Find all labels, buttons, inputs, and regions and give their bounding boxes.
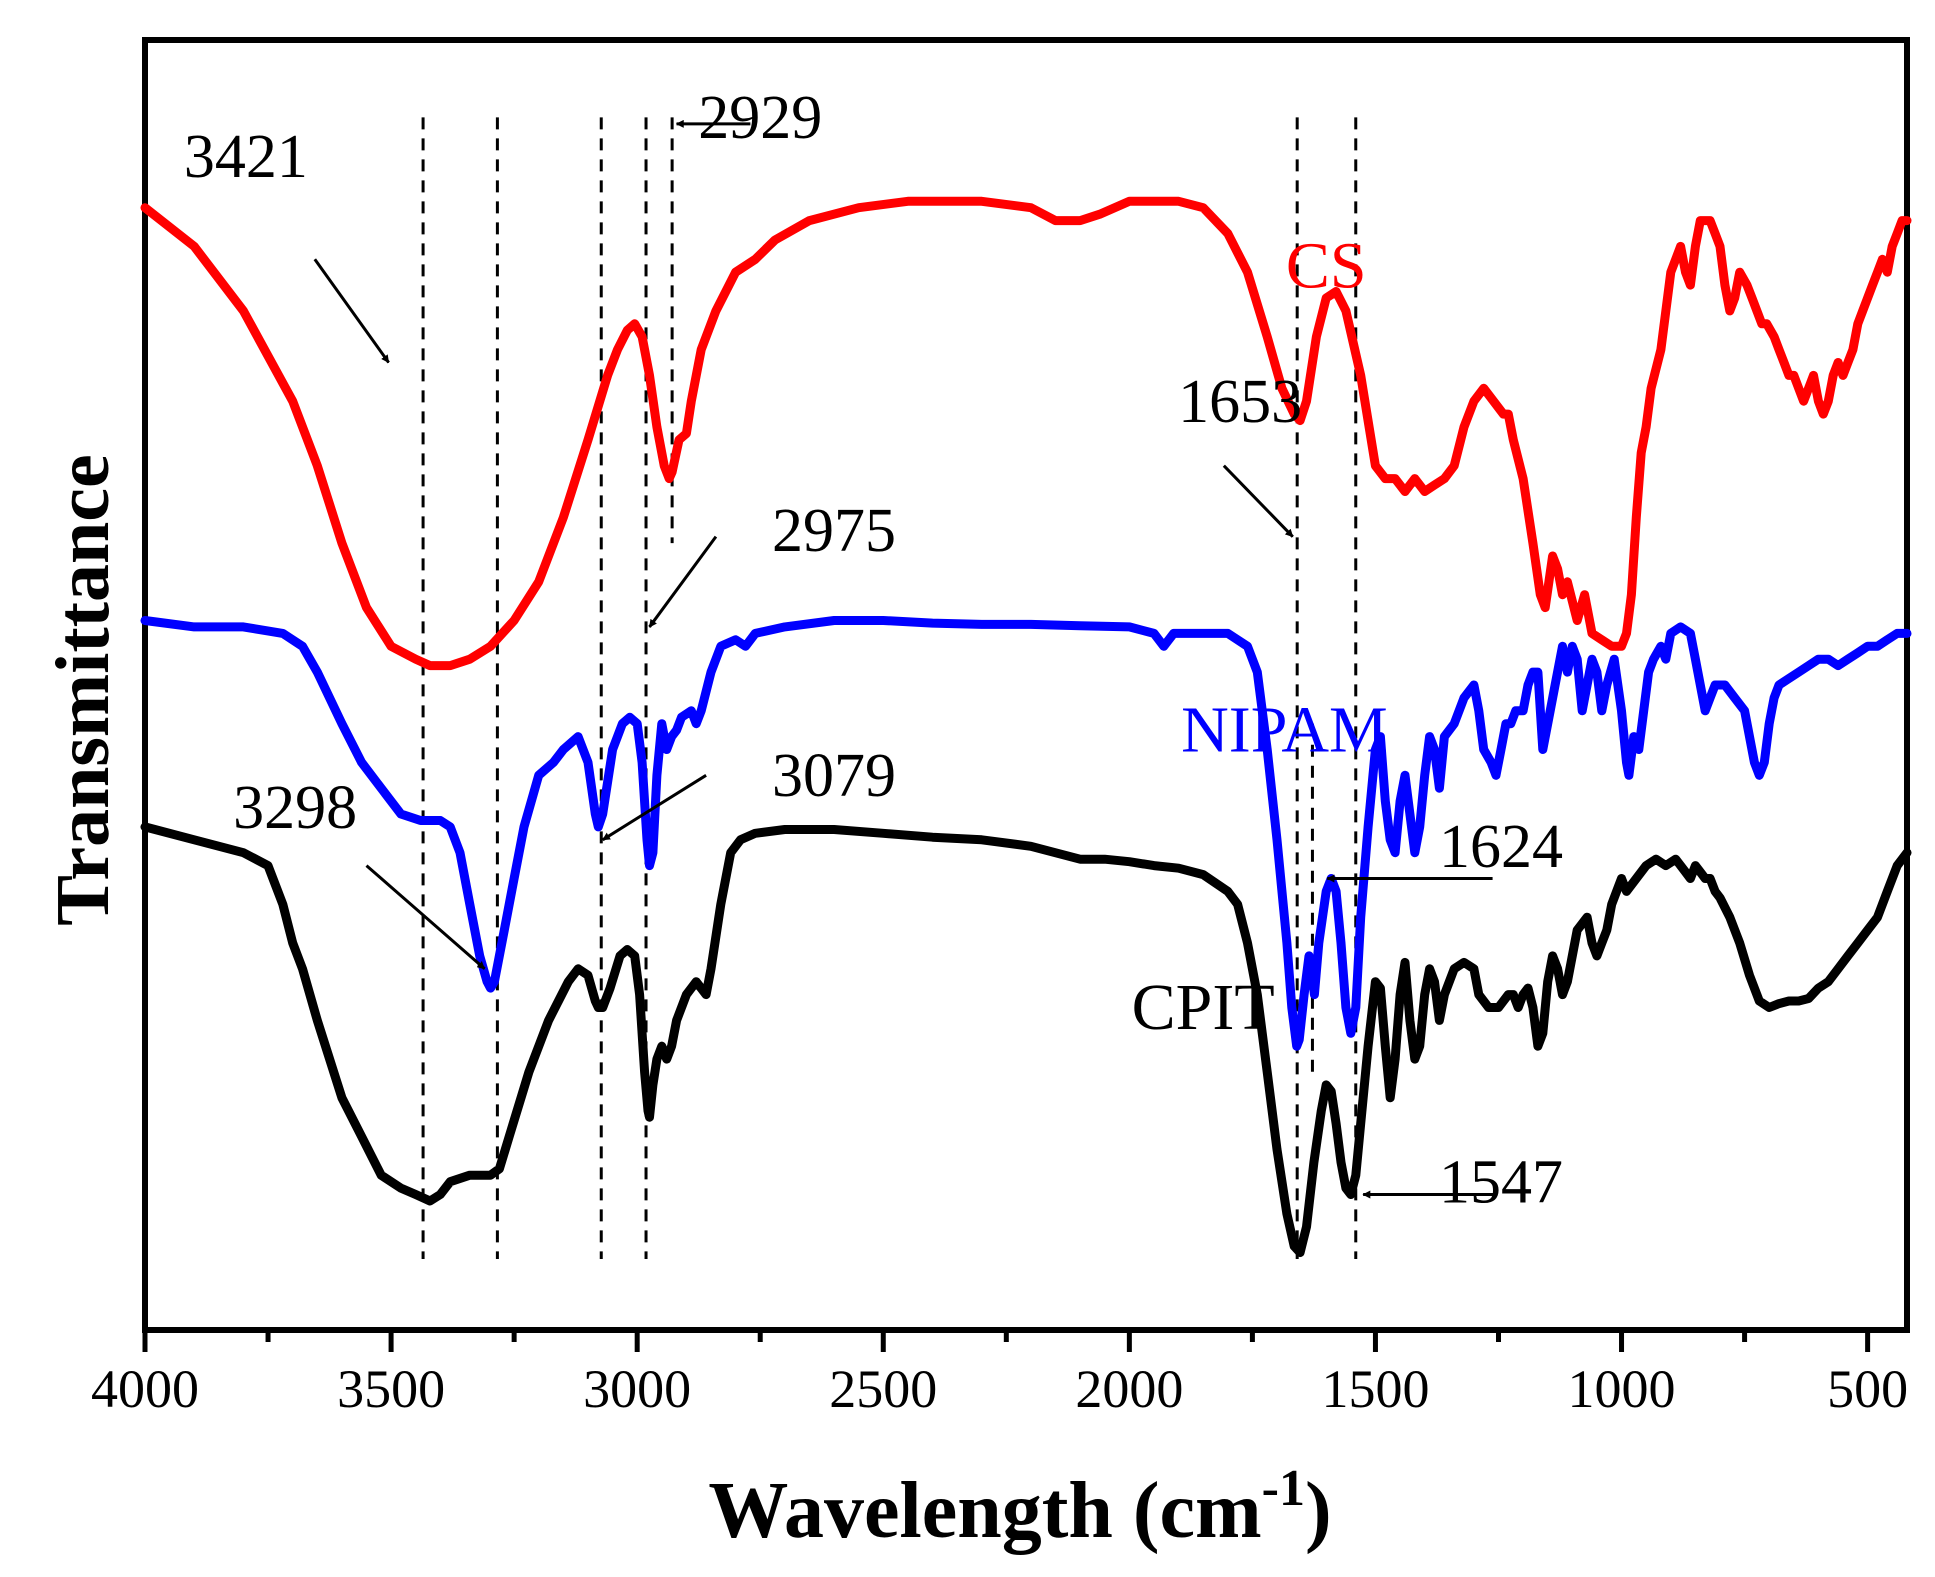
series-line-cs	[140, 196, 1912, 671]
x-axis-title: Wavelength (cm-1)	[708, 1460, 1331, 1555]
annotation-arrow-1653	[1222, 464, 1294, 538]
x-tick-label-500: 500	[1827, 1359, 1908, 1419]
x-tick-label-2500: 2500	[829, 1359, 937, 1419]
annotation-label-1653: 1653	[1178, 368, 1302, 436]
annotation-label-1624: 1624	[1439, 813, 1563, 881]
series-labels: CS NIPAM CPIT	[1132, 229, 1388, 1044]
x-tick-label-2000: 2000	[1075, 1359, 1183, 1419]
x-tick-label-4000: 4000	[91, 1359, 199, 1419]
x-tick-label-3500: 3500	[337, 1359, 445, 1419]
series-label-cpit: CPIT	[1132, 971, 1275, 1044]
annotation-arrow-3298	[365, 864, 486, 970]
x-tick-label-1000: 1000	[1568, 1359, 1676, 1419]
annotation-label-2975: 2975	[772, 497, 896, 565]
series-line-nipam	[140, 616, 1912, 1051]
series-label-nipam: NIPAM	[1181, 694, 1388, 767]
x-axis: 4000 3500 3000 2500 2000 1500 1000 500	[91, 1330, 1908, 1419]
peak-annotations: 3421 2929 1653 2975 3298 3079 1624 1547	[184, 84, 1563, 1216]
reference-lines	[421, 117, 1358, 1260]
series-group	[140, 196, 1912, 1258]
x-tick-label-1500: 1500	[1321, 1359, 1429, 1419]
y-axis-title: Transmittance	[41, 454, 125, 925]
annotation-arrow-2975	[648, 535, 718, 628]
series-label-cs: CS	[1286, 229, 1367, 302]
x-tick-label-3000: 3000	[583, 1359, 691, 1419]
annotation-label-3079: 3079	[772, 742, 896, 810]
annotation-arrow-3079	[601, 774, 707, 842]
annotation-arrow-3421	[313, 258, 390, 364]
series-line-cpit	[140, 822, 1912, 1258]
annotation-label-1547: 1547	[1439, 1148, 1563, 1216]
annotation-label-3298: 3298	[233, 774, 357, 842]
annotation-label-2929: 2929	[698, 84, 822, 152]
annotation-label-3421: 3421	[184, 123, 308, 191]
plot-frame	[142, 37, 1910, 1333]
